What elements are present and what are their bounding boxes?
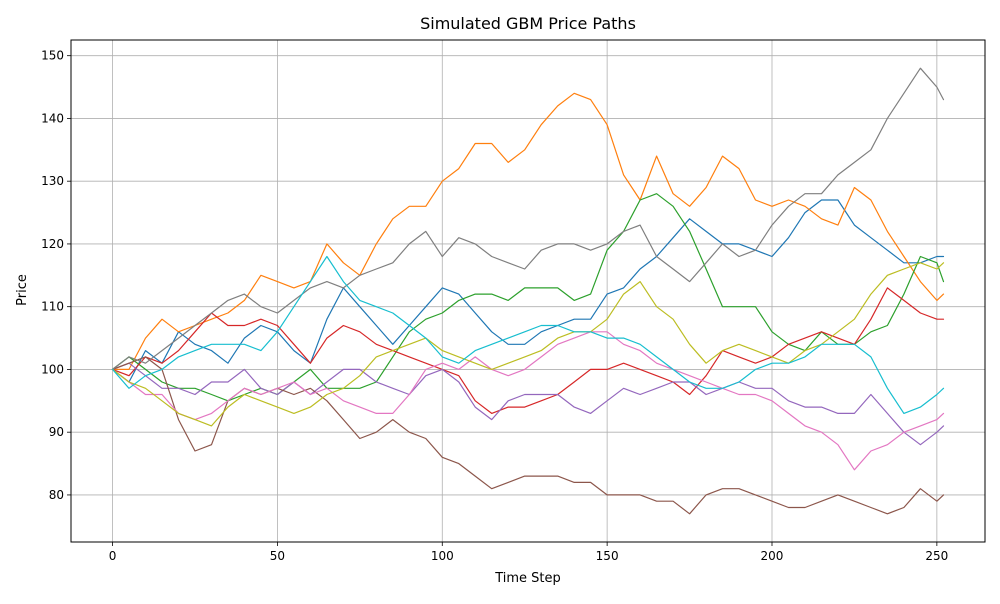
y-tick-label: 80 — [49, 488, 64, 502]
y-tick-label: 100 — [41, 362, 64, 376]
series-lines — [111, 67, 945, 515]
series-line-10 — [111, 255, 945, 414]
y-tick-label: 120 — [41, 237, 64, 251]
x-tick-label: 200 — [761, 549, 784, 563]
series-line-8 — [111, 67, 945, 370]
y-tick-label: 90 — [49, 425, 64, 439]
axis-ticks: 0 50 100 150 200 250 80 90 100 110 120 130 140 150 — [41, 49, 948, 563]
series-line-4 — [111, 287, 945, 414]
series-line-1 — [111, 199, 945, 383]
y-tick-label: 110 — [41, 300, 64, 314]
series-line-9 — [111, 262, 945, 427]
x-tick-label: 50 — [270, 549, 285, 563]
x-tick-label: 100 — [431, 549, 454, 563]
series-line-7 — [111, 331, 945, 471]
x-axis-label: Time Step — [494, 571, 561, 586]
y-axis-label: Price — [15, 274, 30, 306]
plot-frame — [70, 39, 986, 543]
gridlines — [71, 40, 985, 542]
x-tick-label: 250 — [925, 549, 948, 563]
y-tick-label: 150 — [41, 49, 64, 63]
x-tick-label: 0 — [109, 549, 117, 563]
y-tick-label: 130 — [41, 174, 64, 188]
series-line-2 — [111, 92, 945, 370]
chart-title: Simulated GBM Price Paths — [420, 14, 636, 33]
series-line-5 — [111, 362, 945, 446]
y-tick-label: 140 — [41, 111, 64, 125]
x-tick-label: 150 — [596, 549, 619, 563]
